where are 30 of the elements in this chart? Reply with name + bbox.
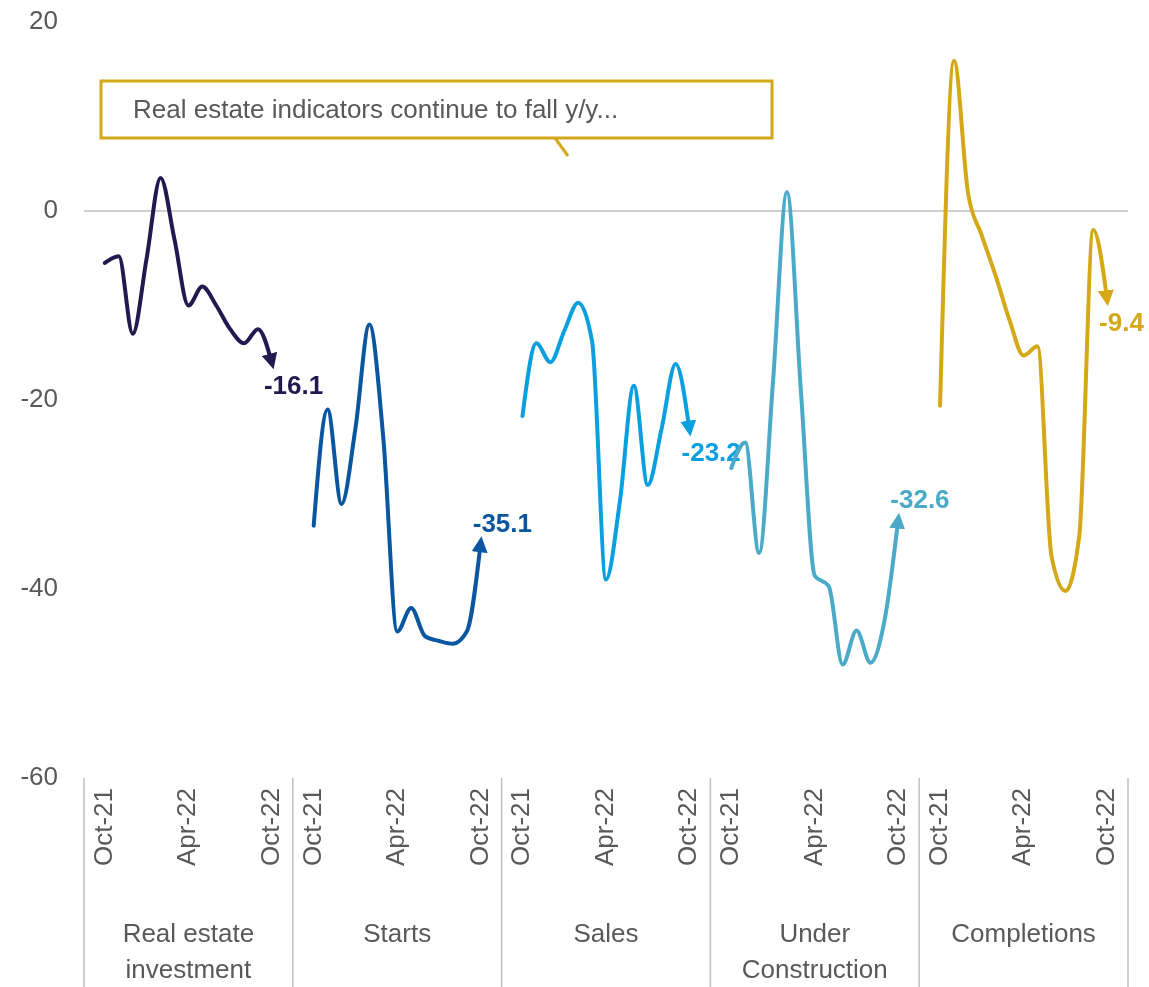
x-axis-title: Completions — [951, 917, 1096, 948]
x-tick-label: Oct-22 — [881, 788, 912, 867]
x-tick-label: Apr-22 — [171, 788, 202, 867]
x-tick-label: Apr-22 — [380, 788, 411, 867]
x-tick-label: Oct-21 — [922, 788, 953, 867]
y-tick-label: -40 — [20, 571, 58, 602]
data-label: -16.1 — [263, 370, 324, 401]
y-tick-label: -20 — [20, 382, 58, 413]
data-label: -32.6 — [890, 483, 950, 514]
x-axis-title: Under Construction — [741, 917, 888, 984]
y-tick-label: 0 — [43, 193, 58, 224]
x-axis-title: Real estate investment — [122, 917, 255, 984]
x-tick-label: Apr-22 — [588, 788, 619, 867]
x-tick-label: Oct-21 — [87, 788, 118, 867]
x-tick-label: Oct-22 — [1089, 788, 1120, 867]
x-axis-title: Sales — [573, 917, 639, 948]
data-label: -9.4 — [1099, 306, 1145, 337]
x-tick-label: Oct-22 — [463, 788, 494, 867]
x-tick-label: Oct-21 — [714, 788, 745, 867]
x-tick-label: Apr-22 — [797, 788, 828, 867]
x-tick-label: Oct-21 — [505, 788, 536, 867]
x-tick-label: Oct-22 — [672, 788, 703, 867]
data-label: -35.1 — [472, 507, 532, 538]
x-tick-label: Oct-22 — [254, 788, 285, 867]
y-tick-label: 20 — [29, 4, 58, 35]
x-tick-label: Oct-21 — [296, 788, 327, 867]
y-tick-label: -60 — [20, 760, 58, 791]
annotation: Real estate indicators continue to fall y/y... — [133, 93, 619, 124]
x-tick-label: Apr-22 — [1006, 788, 1037, 867]
x-axis-title: Starts — [363, 917, 432, 948]
